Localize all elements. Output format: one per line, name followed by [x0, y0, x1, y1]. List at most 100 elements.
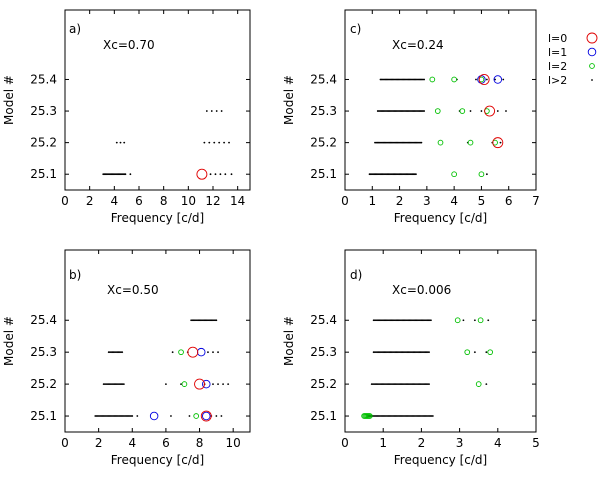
data-point-l2 [487, 349, 494, 356]
data-point-dot [180, 383, 182, 386]
y-tick-label: 25.3 [30, 345, 57, 359]
data-point-l2 [366, 413, 373, 419]
data-point-dot [122, 383, 125, 386]
y-tick-label: 25.2 [30, 136, 57, 150]
data-point-dot [215, 415, 218, 417]
x-tick-label: 6 [505, 194, 513, 208]
legend-label: l=1 [548, 46, 567, 59]
data-point-dot [203, 141, 206, 144]
x-tick-label: 6 [135, 194, 143, 208]
y-tick-label: 25.1 [310, 409, 337, 423]
data-point-dot [428, 351, 430, 354]
x-tick-label: 0 [341, 436, 349, 450]
legend-marker [591, 79, 593, 81]
data-point-dot [423, 110, 426, 112]
data-point-l2 [434, 108, 441, 114]
xc-annotation: Xc=0.70 [103, 38, 155, 52]
x-axis-label: Frequency [c/d] [111, 211, 204, 225]
data-point-dot [485, 78, 488, 81]
data-point-l2 [178, 349, 184, 356]
x-tick-label: 1 [379, 436, 387, 450]
data-point-dot [423, 78, 426, 81]
y-axis-label: Model # [282, 75, 296, 125]
xc-annotation: Xc=0.24 [392, 38, 444, 52]
y-axis-label: Model # [2, 316, 16, 366]
y-tick-label: 25.3 [30, 104, 57, 118]
legend-marker [589, 63, 595, 69]
data-point-dot [462, 319, 465, 322]
panel-label: a) [69, 22, 81, 36]
y-tick-label: 25.2 [310, 377, 337, 391]
data-point-dot [431, 415, 434, 417]
x-tick-label: 5 [532, 436, 540, 450]
data-point-dot [170, 415, 172, 417]
data-point-dot [217, 351, 219, 354]
chart-panel-a: 0 2 4 6 8 10 12 14 25.1 25.2 25.3 25.4 Frequency [c/… [2, 9, 251, 225]
data-point-l0 [484, 105, 496, 117]
data-point-dot [505, 110, 507, 112]
data-point-l2 [193, 413, 200, 419]
data-point-dot [217, 383, 219, 386]
data-point-dot [228, 141, 230, 144]
data-point-dot [487, 319, 490, 322]
x-tick-label: 12 [205, 194, 220, 208]
data-point-dot [227, 383, 230, 386]
y-tick-label: 25.2 [310, 136, 337, 150]
x-tick-label: 1 [368, 194, 376, 208]
data-point-dot [209, 173, 212, 176]
x-tick-label: 3 [423, 194, 431, 208]
x-tick-label: 6 [162, 436, 170, 450]
panel-label: c) [350, 22, 361, 36]
plot-frame [344, 249, 537, 433]
chart-panel-c: 0 1 2 3 4 5 6 7 25.1 25.2 25.3 25.4 Frequency [c/d] M… [282, 9, 540, 225]
data-point-dot [485, 383, 488, 386]
x-tick-label: 8 [160, 194, 168, 208]
legend: l=0l=1l=2l>2 [548, 32, 598, 87]
y-tick-label: 25.4 [310, 313, 337, 327]
x-tick-label: 10 [226, 436, 241, 450]
data-point-dot [212, 351, 214, 354]
x-tick-label: 14 [230, 194, 245, 208]
data-point-dot [171, 351, 174, 354]
data-point-dot [205, 110, 208, 112]
data-point-dot [430, 319, 432, 322]
data-point-dot [475, 78, 477, 81]
data-point-l1 [202, 379, 211, 389]
data-point-dot [208, 141, 211, 144]
data-point-l2 [181, 381, 188, 387]
x-tick-label: 0 [341, 194, 349, 208]
x-tick-label: 2 [396, 194, 404, 208]
x-tick-label: 2 [418, 436, 426, 450]
data-point-dot [223, 141, 226, 144]
plot-frame [64, 249, 251, 433]
data-point-dot [230, 173, 233, 176]
data-point-dot [129, 173, 132, 176]
xc-annotation: Xc=0.50 [107, 283, 159, 297]
data-point-l2 [475, 381, 482, 387]
y-tick-label: 25.3 [310, 345, 337, 359]
y-axis-label: Model # [2, 75, 16, 125]
y-tick-label: 25.4 [30, 313, 57, 327]
data-point-dot [420, 141, 423, 144]
x-tick-label: 10 [181, 194, 196, 208]
data-point-l0 [492, 137, 504, 149]
x-axis-label: Frequency [c/d] [394, 211, 487, 225]
x-tick-label: 3 [456, 436, 464, 450]
chart-panel-b: 0 2 4 6 8 10 25.1 25.2 25.3 25.4 Frequency [c/d] Mo… [2, 249, 251, 467]
data-point-dot [473, 319, 476, 322]
x-tick-label: 2 [95, 436, 103, 450]
data-point-l2 [467, 139, 474, 146]
data-point-l2 [429, 76, 436, 83]
data-point-dot [115, 141, 118, 144]
data-point-dot [219, 173, 222, 176]
data-point-dot [131, 415, 134, 417]
data-point-l0 [196, 168, 208, 180]
data-point-dot [212, 383, 214, 386]
data-point-dot [494, 78, 496, 81]
panel-label: b) [69, 268, 81, 282]
data-point-dot [220, 110, 223, 112]
data-point-l2 [451, 76, 457, 83]
x-tick-label: 5 [478, 194, 486, 208]
x-tick-label: 0 [61, 194, 69, 208]
